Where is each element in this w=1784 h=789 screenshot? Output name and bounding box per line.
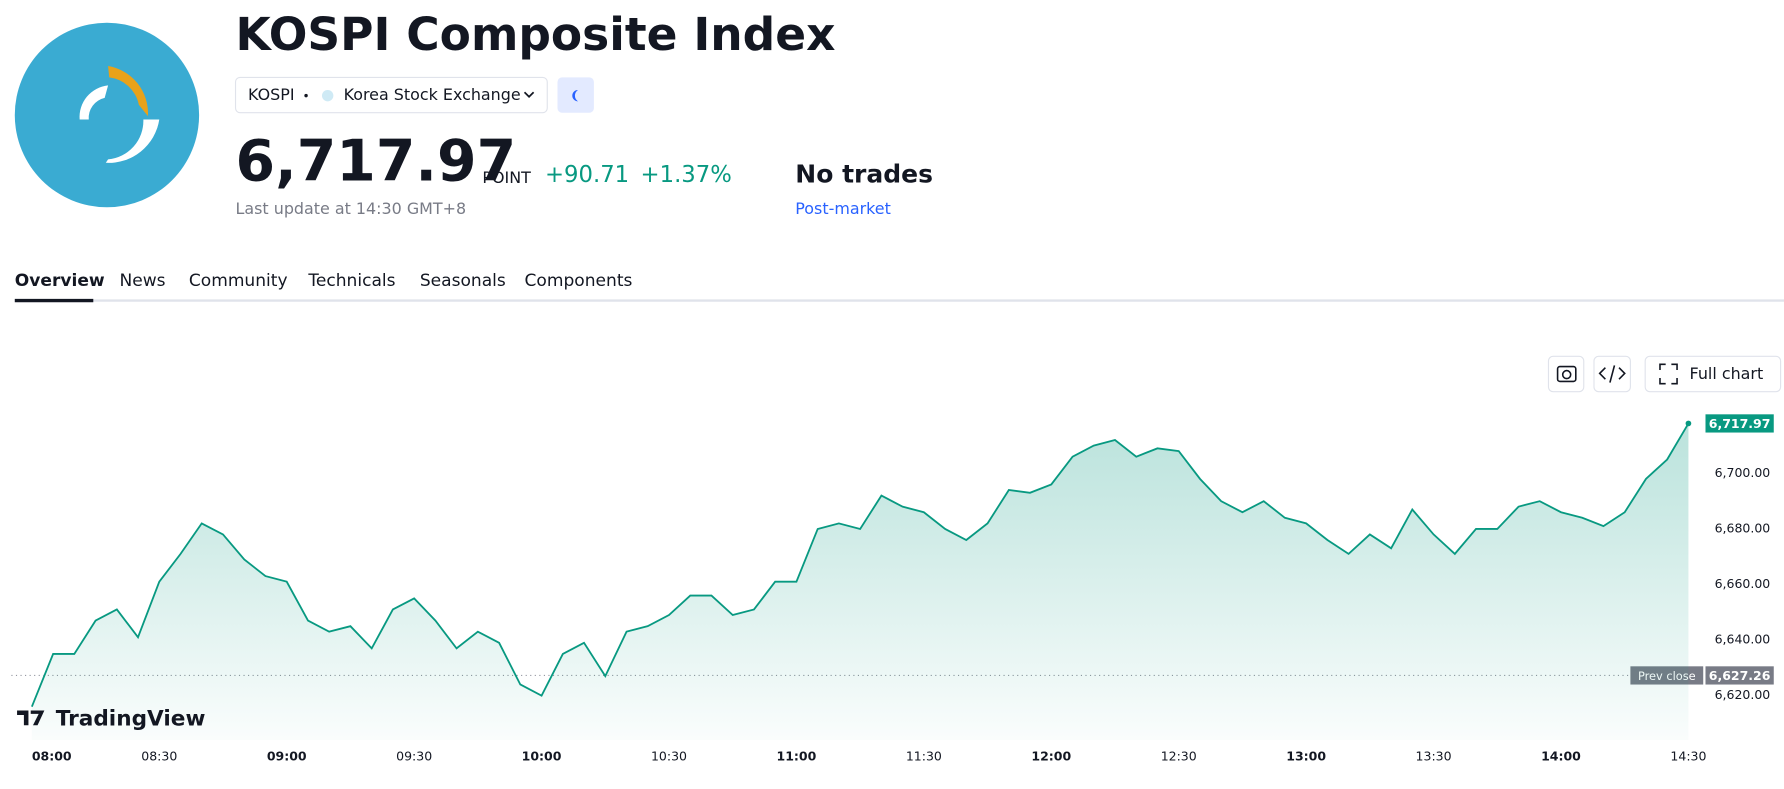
tabs: Overview News Community Technicals Seasonals… [15,271,633,291]
prev-close-label: 6,627.26 [1709,668,1771,683]
tab[interactable]: Technicals [307,271,395,291]
tab[interactable]: Overview [15,271,105,291]
change: +90.71 [545,162,629,188]
camera-icon [1556,365,1577,383]
y-tick-label: 6,660.00 [1715,576,1771,591]
session[interactable]: Post-market [795,199,891,218]
prev-close-tag [1705,666,1774,685]
last-price-label: 6,717.97 [1709,416,1771,431]
y-tick-label: 6,700.00 [1715,465,1771,480]
tab[interactable]: Components [525,271,633,291]
last-price-tag [1705,414,1774,433]
moon-icon [572,89,578,102]
price-line [31,422,1690,708]
tab[interactable]: Seasonals [420,271,506,291]
camera-lens [1561,369,1572,380]
chart: 6,620.00 6,640.00 6,660.00 6,680.00 6,700.00… [11,414,1774,764]
exchange: Korea Stock Exchange [344,85,521,104]
chevron [523,91,535,98]
x-tick-label: 12:30 [1161,749,1197,764]
snapshot-button[interactable] [1547,355,1585,393]
session-button[interactable] [557,77,594,113]
last-point [1685,420,1692,427]
exchange-icon [321,89,334,102]
x-tick-label: 12:00 [1031,749,1071,764]
y-tick-label: 6,620.00 [1715,687,1771,702]
x-tick-label: 13:00 [1286,749,1326,764]
symbol-badge[interactable] [234,76,548,114]
y-tick-label: 6,640.00 [1715,632,1771,647]
separator [304,93,308,98]
x-tick-label: 09:30 [396,749,432,764]
brand: TradingView [56,707,206,732]
change-pct: +1.37% [641,162,732,188]
code-icon [1598,365,1626,383]
x-tick-label: 10:00 [522,749,562,764]
x-tick-label: 08:30 [141,749,177,764]
ticker: KOSPI [248,85,294,104]
price: 6,717.97 [236,129,517,195]
tab[interactable]: Community [189,271,288,291]
y-tick-label: 6,680.00 [1715,520,1771,535]
title: KOSPI Composite Index [236,8,836,61]
x-tick-label: 10:30 [651,749,687,764]
full-chart-button[interactable] [1644,355,1782,393]
x-tick-label: 13:30 [1416,749,1452,764]
brand-icon [17,710,45,726]
x-tick-label: 08:00 [32,749,72,764]
logo [14,22,200,208]
x-tick-label: 11:30 [906,749,942,764]
area [31,423,1689,741]
tab[interactable]: News [119,271,165,291]
x-tick-label: 14:30 [1670,749,1706,764]
full-chart-label: Full chart [1690,364,1764,383]
last-update: Last update at 14:30 GMT+8 [236,199,467,218]
x-tick-label: 14:00 [1541,749,1581,764]
expand-icon [1659,363,1678,385]
status: No trades [795,159,933,188]
x-tick-label: 11:00 [777,749,817,764]
x-tick-label: 09:00 [267,749,307,764]
unit: POINT [482,168,531,187]
